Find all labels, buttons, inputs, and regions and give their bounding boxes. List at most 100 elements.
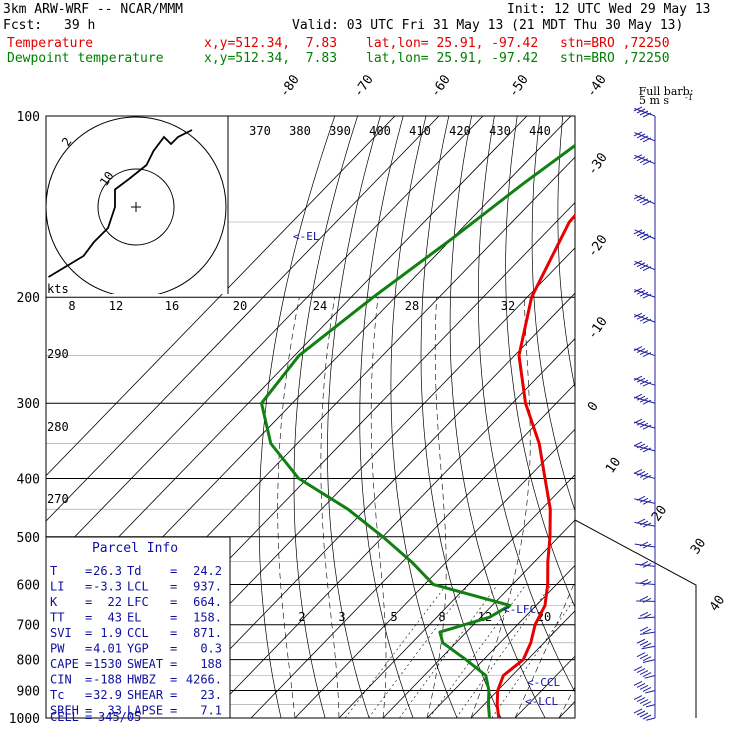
parcel-eq: =: [85, 710, 92, 724]
wind-barb-staff: [645, 717, 656, 721]
wind-barb-flag: [633, 312, 643, 318]
wind-key-value: 5 m s: [639, 94, 669, 107]
moist-adiabat: [320, 297, 340, 718]
wind-barb-flag: [639, 712, 649, 718]
hodograph-ring: [46, 116, 227, 294]
wind-barb-flag: [639, 291, 649, 297]
parcel-cell-label: CELL: [50, 710, 79, 724]
mixing-ratio-label-low: 5: [390, 610, 397, 624]
wind-barb-flag: [636, 443, 646, 449]
hodograph-background: [46, 116, 228, 294]
mixing-ratio-label: 8: [68, 299, 75, 313]
wind-barb: [633, 708, 656, 721]
ccl-annotation: <-CCL: [527, 676, 560, 689]
parcel-eq: =: [85, 642, 92, 656]
wind-barb: [633, 695, 656, 708]
parcel-eq: =: [170, 611, 177, 625]
wind-barb: [636, 595, 656, 603]
moist-adiabat: [277, 297, 300, 718]
wind-barb-flag: [639, 626, 649, 632]
wind-barb-flag: [642, 474, 652, 480]
parcel-param-name: LCL: [127, 580, 149, 594]
wind-barb-flag: [639, 497, 649, 503]
wind-barb-flag: [636, 683, 646, 688]
wind-barb-flag: [642, 499, 652, 505]
parcel-param-value: 26.3: [93, 564, 122, 578]
dry-adiabat: [390, 116, 458, 718]
dry-adiabat: [654, 89, 740, 731]
wind-barb-flag: [642, 399, 652, 405]
pressure-tick-label: 500: [17, 531, 40, 546]
parcel-row: SREH = 33 LAPSE = 7.1: [50, 704, 222, 718]
wind-barb: [635, 578, 656, 586]
dry-adiabat: [531, 116, 575, 512]
wind-barb-flag: [642, 562, 652, 568]
parcel-row: Tc = 32.9 SHEAR = 23.: [50, 688, 222, 702]
legend-temperature-latlon: lat,lon= 25.91, -97.42: [366, 36, 539, 51]
parcel-eq: =: [170, 595, 177, 609]
wind-barb-flag: [639, 379, 649, 385]
mixing-ratio-label-low: 8: [438, 610, 445, 624]
wind-barb-staff: [642, 659, 656, 663]
legend-temperature: Temperature: [7, 36, 94, 51]
wind-barb-flag: [636, 395, 646, 401]
isotherm-line: [603, 116, 740, 718]
parcel-row: CIN = -188 HWBZ = 4266.: [50, 673, 222, 687]
isotherm-label: -30: [585, 150, 611, 178]
wind-barb-flag: [642, 543, 652, 549]
moist-adiabat: [426, 297, 447, 718]
mixing-ratio-line: [455, 584, 552, 718]
parcel-eq: =: [170, 657, 177, 671]
isotherm-label: 0: [585, 399, 602, 414]
wind-barb-flag: [636, 231, 646, 237]
wind-barb-flag: [639, 541, 649, 547]
wind-barb: [633, 375, 656, 387]
wind-barb-flag: [639, 198, 649, 204]
wind-barb-staff: [645, 704, 656, 708]
theta-label: 430: [489, 124, 511, 138]
model-title: 3km ARW-WRF -- NCAR/MMM: [3, 2, 184, 17]
legend-dewpoint: Dewpoint temperature: [7, 51, 164, 66]
isotherm-line: [338, 474, 575, 718]
dry-adiabat: [359, 116, 414, 718]
wind-barb: [639, 626, 656, 635]
dry-adiabat: [327, 116, 381, 718]
parcel-eq: =: [170, 564, 177, 578]
wind-barb-flag: [639, 595, 649, 601]
mixing-ratio-line: [429, 584, 527, 718]
parcel-row: PW = 4.01 YGP = 0.3: [50, 642, 222, 656]
wind-barb-staff: [645, 689, 656, 694]
wind-barb-flag: [636, 156, 646, 162]
mixing-ratio-label: 16: [165, 299, 179, 313]
pressure-tick-label: 600: [17, 578, 40, 593]
isotherm-label: 20: [649, 503, 670, 524]
parcel-param-name: CAPE: [50, 657, 79, 671]
parcel-param-name: LI: [50, 580, 64, 594]
isotherm-line: [46, 116, 440, 522]
wind-barb-staff: [634, 445, 656, 452]
parcel-param-name: SHEAR: [127, 688, 164, 702]
parcel-param-value: 22: [108, 595, 122, 609]
wind-barb-flag: [633, 441, 643, 447]
wind-barb-flag: [633, 393, 643, 399]
wind-barb-flag: [636, 697, 646, 703]
wind-barb-flag: [642, 235, 652, 241]
wind-barb: [634, 541, 656, 549]
wind-barb-flag: [642, 597, 652, 603]
wind-barb-staff: [634, 472, 656, 479]
wind-barb-staff: [634, 194, 656, 205]
theta-label-left: 280: [47, 420, 69, 434]
mixing-ratio-label-low: 2: [298, 610, 305, 624]
parcel-param-value: 4.01: [93, 642, 122, 656]
wind-barb: [634, 495, 656, 505]
mixing-ratio-label-low: 3: [338, 610, 345, 624]
dry-adiabat: [477, 116, 575, 693]
wind-barb: [636, 638, 656, 650]
parcel-param-name: PW: [50, 642, 65, 656]
parcel-eq: =: [85, 626, 92, 640]
pressure-tick-label: 400: [17, 472, 40, 487]
parcel-row: SVI = 1.9 CCL = 871.: [50, 626, 222, 640]
isotherm-label: -20: [585, 232, 611, 260]
hodograph: 210: [46, 116, 228, 294]
wind-barb-flag: [642, 293, 652, 299]
